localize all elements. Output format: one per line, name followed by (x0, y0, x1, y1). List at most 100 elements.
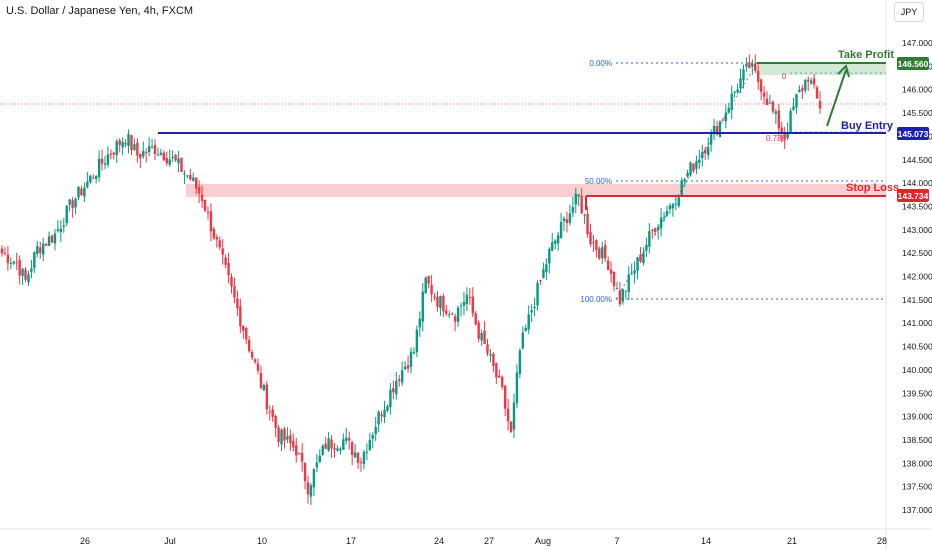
candle (133, 144, 136, 151)
candle (536, 282, 539, 306)
candle (227, 263, 230, 276)
price-tick-label: 139.500 (902, 388, 932, 398)
candle (448, 314, 451, 316)
candle (757, 70, 760, 82)
candle (624, 290, 627, 292)
candle (492, 353, 495, 366)
candle (548, 249, 551, 264)
buy-entry-label: Buy Entry (841, 120, 894, 132)
candle (730, 93, 733, 110)
time-tick-label: 27 (484, 536, 494, 546)
candle (150, 146, 154, 148)
candle (450, 313, 454, 315)
candle (400, 370, 404, 383)
candle (706, 147, 710, 155)
candle (477, 322, 480, 339)
candle (203, 199, 207, 211)
time-tick-label: Jul (164, 536, 176, 546)
candle (533, 306, 536, 309)
price-tick-label: 140.000 (902, 365, 932, 375)
candle (68, 199, 71, 205)
candle (589, 231, 592, 245)
candle (486, 344, 489, 354)
candle (659, 217, 663, 229)
stop-loss-label: Stop Loss (846, 182, 899, 194)
candle (683, 179, 686, 182)
candle (395, 380, 398, 395)
candle (424, 277, 427, 294)
candle (245, 327, 248, 340)
candle (47, 236, 51, 246)
candle (380, 414, 383, 417)
candle (765, 98, 769, 106)
fib-label-0-small: 0 (782, 72, 787, 81)
candle (259, 372, 263, 388)
candle (774, 111, 778, 114)
candle (359, 462, 363, 464)
currency-selector[interactable]: JPY (894, 2, 924, 22)
candle (80, 188, 83, 196)
candle (745, 63, 748, 67)
fib-label-100: 100.00% (580, 295, 612, 304)
candle (595, 240, 598, 250)
take-profit-label: Take Profit (838, 49, 894, 61)
candle (139, 154, 142, 159)
candle (427, 275, 430, 284)
candle (686, 172, 689, 177)
candle (762, 92, 766, 97)
candle (453, 316, 457, 322)
time-axis[interactable]: 26 Jul 10 17 24 27 Aug 7 14 21 28 (80, 536, 887, 546)
candle (218, 240, 221, 248)
candle (377, 411, 380, 425)
candle (339, 448, 342, 451)
candle (292, 440, 295, 448)
candle (50, 235, 54, 243)
price-tick-label: 138.000 (902, 458, 932, 468)
candle (712, 125, 716, 133)
candle (118, 140, 121, 146)
candle (654, 228, 657, 232)
candle (612, 271, 616, 287)
candle (130, 135, 133, 151)
candle (100, 158, 104, 164)
candle (495, 363, 498, 378)
candle (651, 229, 654, 231)
candle (809, 80, 813, 84)
candle (162, 152, 166, 161)
candle (374, 426, 377, 435)
candle (721, 119, 725, 121)
candle (315, 462, 319, 468)
candle (545, 264, 548, 273)
candle (236, 298, 239, 309)
price-tick-label: 142.500 (902, 248, 932, 258)
candle (439, 295, 442, 308)
candle (383, 409, 386, 418)
candle (415, 329, 419, 353)
candle (677, 197, 680, 207)
price-tick-label: 137.500 (902, 482, 932, 492)
candle (783, 132, 786, 140)
time-tick-label: 10 (257, 536, 267, 546)
candle (297, 452, 301, 454)
candle (153, 145, 157, 155)
candle (498, 375, 501, 378)
price-axis[interactable]: 147.000146.500146.000145.500145.000144.5… (902, 38, 932, 515)
candle (271, 409, 274, 417)
candle (333, 448, 336, 450)
candle (539, 280, 542, 282)
candle (771, 101, 775, 112)
candle (309, 485, 313, 497)
candle (489, 353, 492, 356)
candle (436, 296, 439, 307)
candle (512, 402, 516, 430)
candle (200, 194, 204, 201)
candle (459, 305, 463, 307)
candle (74, 198, 77, 208)
candle (565, 219, 569, 224)
candle (345, 437, 348, 441)
candle (365, 451, 369, 453)
take-profit-price-text: 146.560 (898, 59, 929, 69)
candles (0, 54, 822, 505)
candle (409, 351, 413, 367)
